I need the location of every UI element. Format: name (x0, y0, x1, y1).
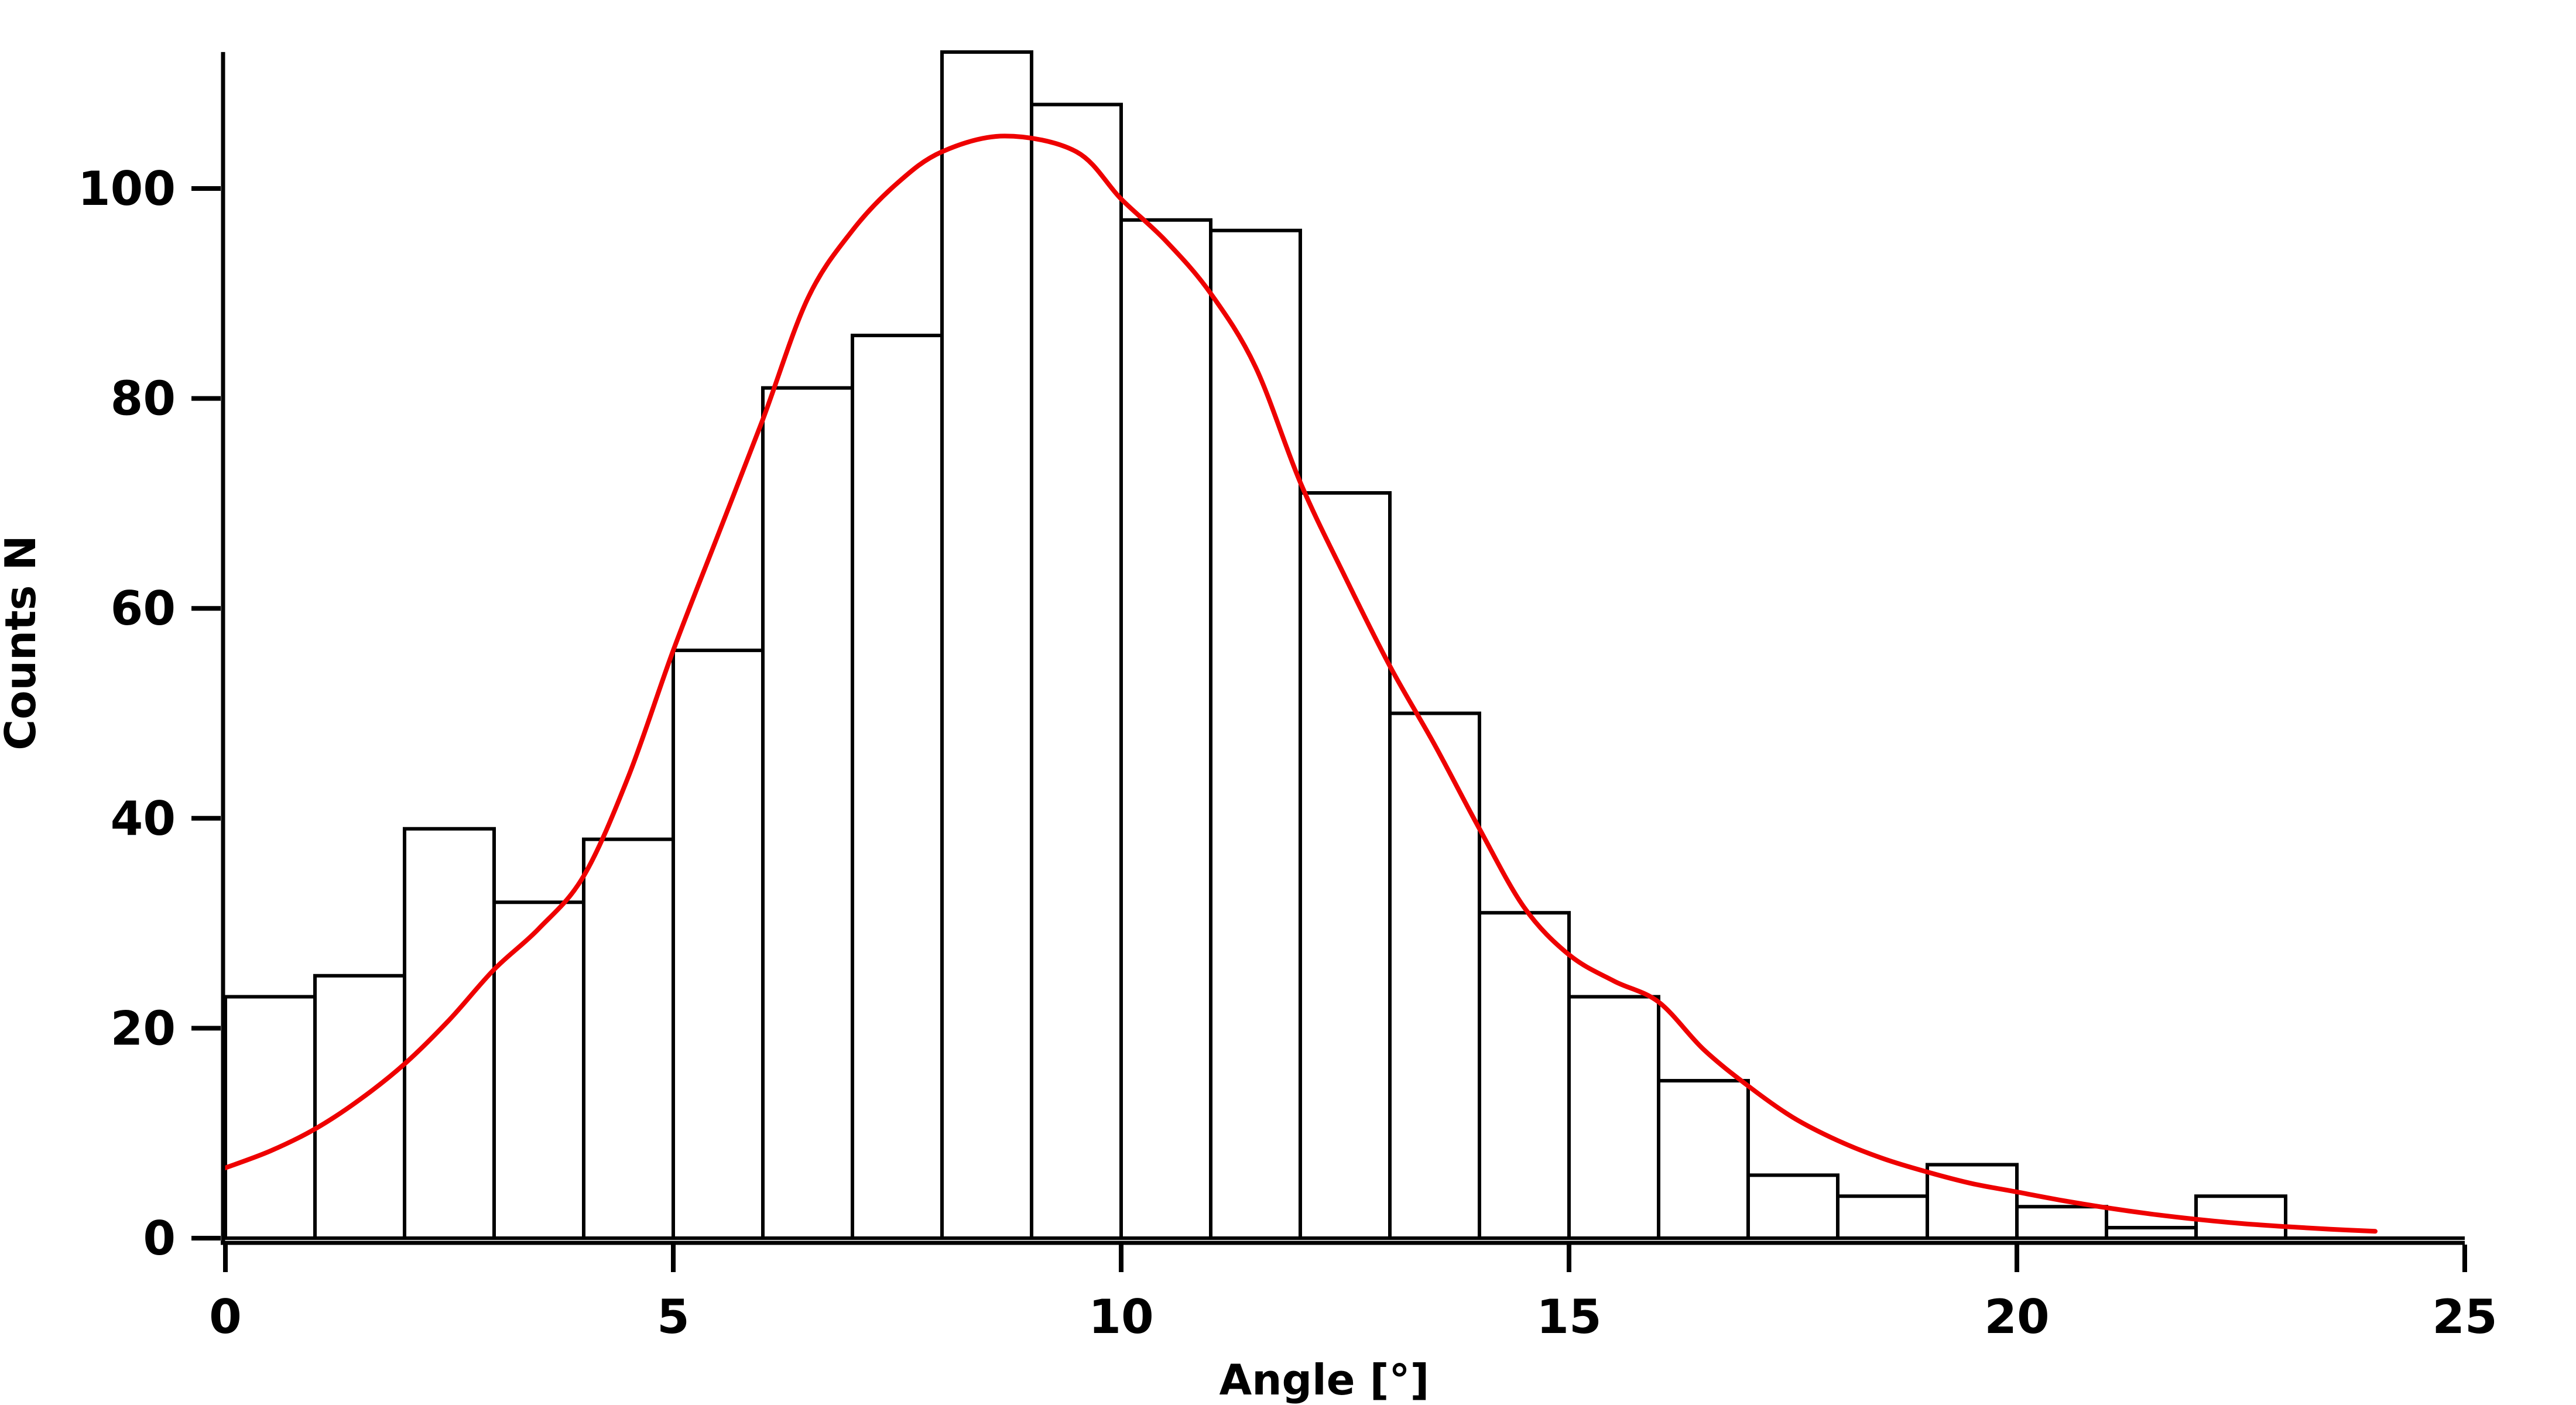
y-tick-label: 40 (111, 791, 176, 846)
y-tick-label: 60 (111, 581, 176, 636)
histogram-bar (2194, 1194, 2287, 1240)
x-tick-label: 25 (2432, 1290, 2497, 1344)
histogram-bar (403, 827, 496, 1240)
histogram-bar (1030, 102, 1123, 1240)
histogram-bar (2015, 1205, 2108, 1240)
fit-curve (223, 133, 2378, 1234)
x-axis-label: Angle [°] (1220, 1355, 1430, 1404)
x-tick-labels: 0 5 10 15 20 25 (209, 1290, 2498, 1344)
histogram-bar (1567, 995, 1660, 1240)
y-tick-label: 100 (78, 162, 176, 216)
histogram-bar (672, 648, 765, 1240)
histogram-bar (1836, 1194, 1929, 1240)
x-tick-label: 10 (1088, 1290, 1153, 1344)
y-tick-label: 0 (143, 1211, 176, 1266)
histogram-bar (1299, 491, 1392, 1240)
y-tick-label: 20 (111, 1001, 176, 1056)
histogram-bar (224, 995, 317, 1240)
histogram-bar (940, 50, 1033, 1240)
x-tick-label: 5 (657, 1290, 690, 1344)
histogram-bars (224, 50, 2287, 1240)
histogram-bar (582, 837, 675, 1240)
histogram-bar (1388, 711, 1481, 1240)
y-axis-label: Counts N (0, 535, 45, 750)
histogram-bar (1119, 218, 1212, 1240)
x-axis-ticks (223, 1245, 2467, 1272)
x-tick-label: 15 (1536, 1290, 1601, 1344)
histogram-bar (1657, 1079, 1750, 1240)
y-axis-ticks (191, 186, 221, 1240)
y-tick-label: 80 (111, 372, 176, 426)
axes (221, 52, 2465, 1245)
x-tick-label: 20 (1984, 1290, 2049, 1344)
histogram-bar (313, 974, 406, 1240)
histogram-bar (851, 334, 944, 1240)
histogram-bar (492, 900, 585, 1240)
histogram-bar (1478, 911, 1571, 1240)
histogram-bar (761, 386, 854, 1240)
histogram-bar (1209, 228, 1302, 1240)
x-tick-label: 0 (209, 1290, 242, 1344)
y-tick-labels: 0 20 40 60 80 100 (78, 162, 176, 1266)
histogram-bar (1746, 1173, 1839, 1240)
